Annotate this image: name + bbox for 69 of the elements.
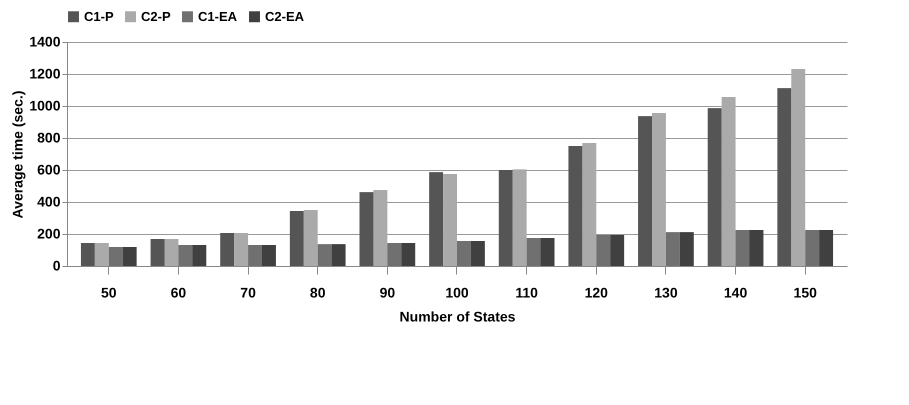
bar xyxy=(526,238,541,266)
bar xyxy=(777,88,792,266)
x-tick-label: 80 xyxy=(310,284,326,300)
y-tick-label: 1400 xyxy=(29,34,61,50)
bar xyxy=(540,238,554,266)
bar xyxy=(360,192,374,266)
x-tick-label: 130 xyxy=(654,284,678,300)
x-tick-label: 90 xyxy=(380,284,396,300)
bar xyxy=(401,242,416,266)
bar xyxy=(652,113,666,266)
bar xyxy=(680,232,694,266)
legend-label: C2-P xyxy=(141,8,171,24)
bar xyxy=(234,233,248,266)
bar xyxy=(791,69,806,266)
bar xyxy=(220,233,234,266)
x-tick-label: 100 xyxy=(445,284,469,300)
bar xyxy=(750,230,764,266)
bar xyxy=(150,238,164,266)
bar xyxy=(387,242,402,266)
x-tick-label: 120 xyxy=(584,284,608,300)
bar xyxy=(512,169,527,266)
bar xyxy=(192,245,206,266)
bar xyxy=(122,246,137,266)
bar xyxy=(498,170,513,266)
bar xyxy=(638,116,652,266)
bar xyxy=(610,234,624,266)
y-tick-label: 1200 xyxy=(29,66,61,82)
bar xyxy=(373,190,388,266)
bar xyxy=(429,172,444,266)
y-axis-title: Average time (sec.) xyxy=(9,90,26,218)
bar xyxy=(108,246,123,266)
y-tick-label: 800 xyxy=(37,130,61,146)
bar xyxy=(178,245,192,266)
x-tick-label: 110 xyxy=(515,284,538,300)
x-tick-label: 150 xyxy=(794,284,818,300)
bar xyxy=(94,242,109,266)
legend-label: C1-P xyxy=(84,8,114,24)
bar xyxy=(596,234,610,266)
bar xyxy=(318,244,332,266)
y-tick-label: 200 xyxy=(37,226,61,242)
bar xyxy=(568,146,582,266)
x-tick-label: 60 xyxy=(170,284,186,300)
bar xyxy=(736,230,750,266)
bar xyxy=(708,108,722,266)
bar xyxy=(666,232,680,266)
x-tick-label: 140 xyxy=(724,284,748,300)
bar xyxy=(304,210,318,266)
bar xyxy=(582,142,596,266)
bar xyxy=(819,230,834,266)
bar xyxy=(80,242,95,266)
bar xyxy=(332,244,346,266)
bar xyxy=(290,210,304,266)
x-tick-label: 50 xyxy=(100,284,117,300)
bar xyxy=(805,230,820,266)
y-tick-label: 1000 xyxy=(29,98,61,114)
y-tick-label: 0 xyxy=(52,258,61,274)
bar xyxy=(443,174,457,266)
x-tick-label: 70 xyxy=(240,284,256,300)
bar xyxy=(722,97,736,266)
y-tick-label: 600 xyxy=(37,162,61,178)
x-axis-title: Number of States xyxy=(400,308,516,324)
bar xyxy=(164,238,178,266)
bar xyxy=(470,241,485,266)
bar xyxy=(248,245,262,266)
bar xyxy=(457,241,471,266)
y-tick-label: 400 xyxy=(37,194,61,210)
legend-label: C1-EA xyxy=(198,8,238,24)
bar xyxy=(262,245,276,266)
legend-label: C2-EA xyxy=(265,8,305,24)
